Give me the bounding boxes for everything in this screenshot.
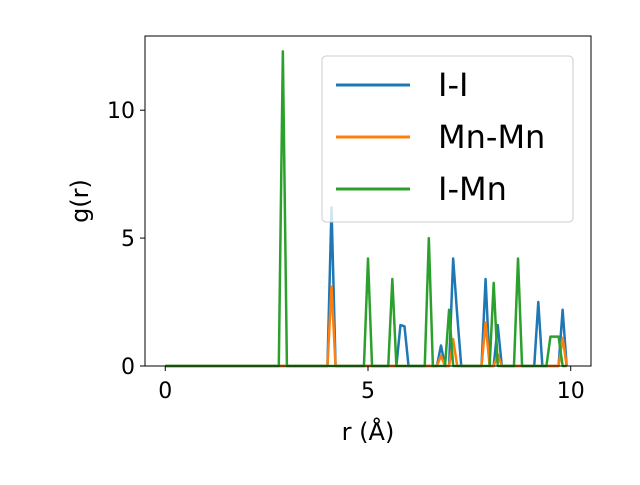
series-line-i-mn [165, 50, 567, 368]
y-tick-label: 10 [107, 99, 135, 124]
legend-label-i-i: I-I [438, 66, 468, 104]
y-tick-label: 0 [121, 355, 135, 380]
legend-label-i-mn: I-Mn [438, 170, 507, 208]
legend-box [321, 55, 574, 223]
y-axis-label: g(r) [66, 179, 94, 223]
y-tick-label: 5 [121, 227, 135, 252]
x-tick-label: 5 [361, 379, 375, 404]
axis-ticks: 0 5 10 0 5 10 [107, 99, 585, 404]
x-tick-label: 10 [557, 379, 585, 404]
legend-label-mn-mn: Mn-Mn [438, 118, 545, 156]
x-axis-label: r (Å) [342, 417, 395, 446]
x-tick-label: 0 [158, 379, 172, 404]
legend: I-I Mn-Mn I-Mn [321, 55, 574, 223]
